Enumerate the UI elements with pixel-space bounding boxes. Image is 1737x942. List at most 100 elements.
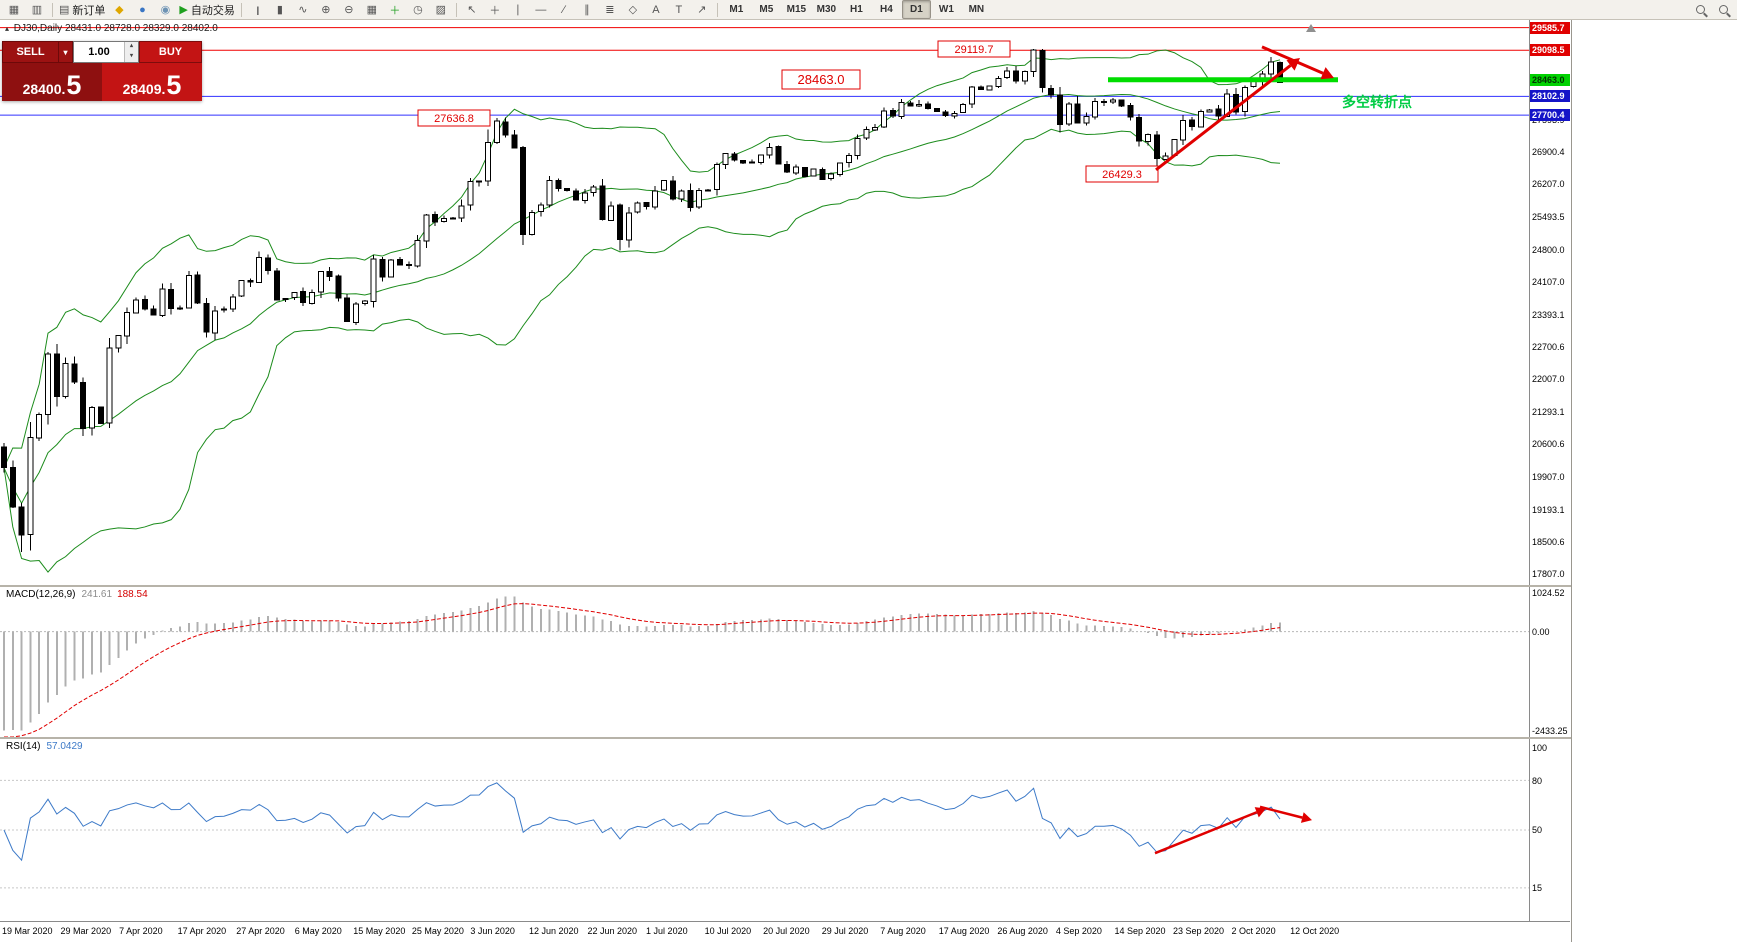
sell-price[interactable]: 28400. 5 — [2, 63, 102, 101]
vertical-line-icon[interactable]: ∣ — [515, 4, 521, 16]
annotation-label-box — [937, 40, 1011, 58]
buy-price[interactable]: 28409. 5 — [102, 63, 202, 101]
trend-arrow — [1259, 805, 1303, 820]
volume-input[interactable] — [74, 42, 124, 62]
shapes-icon[interactable]: ◇ — [628, 4, 638, 16]
tile-windows-icon[interactable]: ▦ — [366, 4, 378, 16]
macd-name: MACD(12,26,9) — [6, 589, 76, 601]
search-icon[interactable] — [1712, 1, 1734, 18]
search-symbols-icon[interactable] — [1689, 1, 1711, 18]
macd-axis-label: 1024.52 — [1532, 588, 1565, 599]
price-pane[interactable]: 29119.7 28463.0 27636.8 26429.3 多空转折点 ▴ DJ30… — [0, 20, 1570, 586]
community-icon[interactable]: ● — [139, 3, 146, 16]
workspace: 29119.7 28463.0 27636.8 26429.3 多空转折点 ▴ DJ30… — [0, 20, 1737, 942]
line-chart-icon[interactable]: ∿ — [298, 4, 308, 16]
timeframe-m5[interactable]: M5 — [759, 4, 774, 15]
date-axis-label: 26 Aug 2020 — [997, 926, 1048, 937]
timeframe-w1[interactable]: W1 — [938, 4, 954, 15]
timeframe-h1[interactable]: H1 — [849, 4, 863, 15]
macd-value-signal: 188.54 — [117, 589, 148, 601]
metaeditor-icon[interactable]: ◆ — [115, 4, 124, 16]
indicators-icon[interactable]: ＋ — [389, 4, 401, 17]
rsi-pane[interactable]: RSI(14) 57.0429 100 80 50 15 — [0, 739, 1570, 922]
bollinger-bands — [3, 49, 1281, 573]
channel-icon[interactable]: ∥ — [584, 4, 590, 16]
rsi-axis-label: 50 — [1532, 825, 1543, 836]
zoom-out-icon[interactable]: ⊖ — [344, 4, 354, 16]
price-axis-label: 19193.1 — [1532, 504, 1565, 515]
title-marker-icon: ▴ — [5, 24, 10, 33]
zoom-in-icon[interactable]: ⊕ — [321, 4, 331, 16]
timeframe-h4[interactable]: H4 — [879, 4, 893, 15]
price-axis-label: 25493.5 — [1532, 212, 1565, 223]
market-icon[interactable]: ◉ — [160, 4, 171, 16]
svg-text:27636.8: 27636.8 — [434, 113, 474, 125]
candlestick-chart-icon[interactable]: ▮ — [276, 4, 283, 16]
macd-axis[interactable]: 1024.52 0.00 -2433.25 — [1529, 587, 1570, 738]
date-axis-label: 3 Jun 2020 — [470, 926, 515, 937]
macd-histogram — [3, 596, 1281, 731]
buy-button[interactable]: BUY — [139, 41, 202, 63]
timeframe-m1[interactable]: M1 — [729, 4, 744, 15]
sell-price-big: 5 — [66, 70, 82, 100]
toolbar-separator — [716, 2, 718, 17]
price-tag: 27700.4 — [1530, 109, 1570, 122]
trend-arrow — [1155, 64, 1292, 172]
svg-text:28463.0: 28463.0 — [798, 72, 845, 87]
symbol-period: DJ30,Daily — [13, 23, 63, 34]
cursor-icon[interactable]: ↖ — [467, 4, 477, 16]
periods-icon[interactable]: ◷ — [413, 4, 423, 16]
rsi-axis-label: 100 — [1532, 742, 1548, 753]
rsi-name: RSI(14) — [6, 741, 41, 753]
sell-options-caret-icon[interactable]: ▾ — [59, 41, 73, 63]
new-order-button[interactable]: ▤ 新订单 — [57, 1, 107, 18]
date-axis-label: 19 Mar 2020 — [2, 926, 53, 937]
crosshair-icon[interactable]: ＋ — [489, 4, 501, 17]
timeframe-m15[interactable]: M15 — [786, 4, 807, 15]
macd-value-main: 241.61 — [81, 589, 113, 601]
rsi-axis[interactable]: 100 80 50 15 — [1529, 739, 1570, 922]
arrows-tool-icon[interactable]: ↗ — [697, 4, 707, 16]
buy-price-main: 28409. — [122, 81, 166, 97]
templates-icon[interactable]: ▨ — [435, 4, 447, 16]
autotrading-button[interactable]: ▶ 自动交易 — [177, 1, 236, 18]
price-tag: 29098.5 — [1530, 44, 1570, 57]
price-axis-label: 23393.1 — [1532, 309, 1565, 320]
timeframe-d1[interactable]: D1 — [901, 0, 931, 19]
price-chart[interactable]: 29119.7 28463.0 27636.8 26429.3 多空转折点 — [0, 20, 1530, 586]
one-click-trading-panel: SELL ▾ ▴ ▾ BUY 28400. — [2, 41, 202, 101]
volume-up-icon[interactable]: ▴ — [125, 42, 138, 52]
macd-signal-line — [4, 603, 1281, 738]
text-label-icon[interactable]: T — [675, 3, 683, 16]
macd-pane[interactable]: MACD(12,26,9) 241.61 188.54 1024.52 0.00 -24… — [0, 587, 1570, 738]
profiles-icon[interactable]: ▥ — [31, 4, 43, 16]
magnifier-icon — [1718, 5, 1728, 14]
date-axis-label: 12 Jun 2020 — [528, 926, 579, 937]
rsi-axis-label: 80 — [1532, 775, 1543, 786]
autotrading-label: 自动交易 — [190, 4, 235, 17]
text-icon[interactable]: A — [652, 3, 660, 16]
magnifier-icon — [1695, 5, 1705, 14]
pane-splitter[interactable] — [0, 737, 1571, 740]
price-axis[interactable]: 27593.926900.426207.025493.524800.024107… — [1529, 20, 1570, 586]
date-axis[interactable]: 19 Mar 2020 29 Mar 2020 7 Apr 2020 17 Apr 2… — [0, 921, 1570, 942]
toolbar: ▦ ▥ ▤ 新订单 ◆ ● ◉ ▶ 自动交易 ||| ▮ ∿ ⊕ ⊖ ▦ ＋ ◷… — [0, 0, 1737, 20]
timeframe-mn[interactable]: MN — [968, 4, 985, 15]
cn-annotation-text: 多空转折点 — [1342, 94, 1412, 110]
bar-chart-icon[interactable]: ||| — [256, 4, 259, 15]
sell-button[interactable]: SELL — [2, 41, 59, 63]
price-annotation-labels: 29119.7 28463.0 27636.8 26429.3 — [417, 40, 1159, 183]
timeframe-m30[interactable]: M30 — [816, 4, 837, 15]
trend-arrow — [1154, 811, 1258, 855]
pane-splitter[interactable] — [0, 585, 1571, 588]
trendline-icon[interactable]: ∕ — [562, 3, 565, 16]
horizontal-line-icon[interactable]: ― — [535, 3, 547, 16]
date-axis-label: 4 Sep 2020 — [1055, 926, 1102, 937]
chart-window-icon[interactable]: ▦ — [8, 4, 20, 16]
svg-text:26429.3: 26429.3 — [1102, 169, 1142, 181]
fibonacci-icon[interactable]: ≣ — [605, 4, 615, 16]
date-axis-label: 6 May 2020 — [294, 926, 342, 937]
ohlc-values: 28431.0 28728.0 28329.0 28402.0 — [64, 23, 218, 34]
volume-down-icon[interactable]: ▾ — [125, 52, 138, 62]
